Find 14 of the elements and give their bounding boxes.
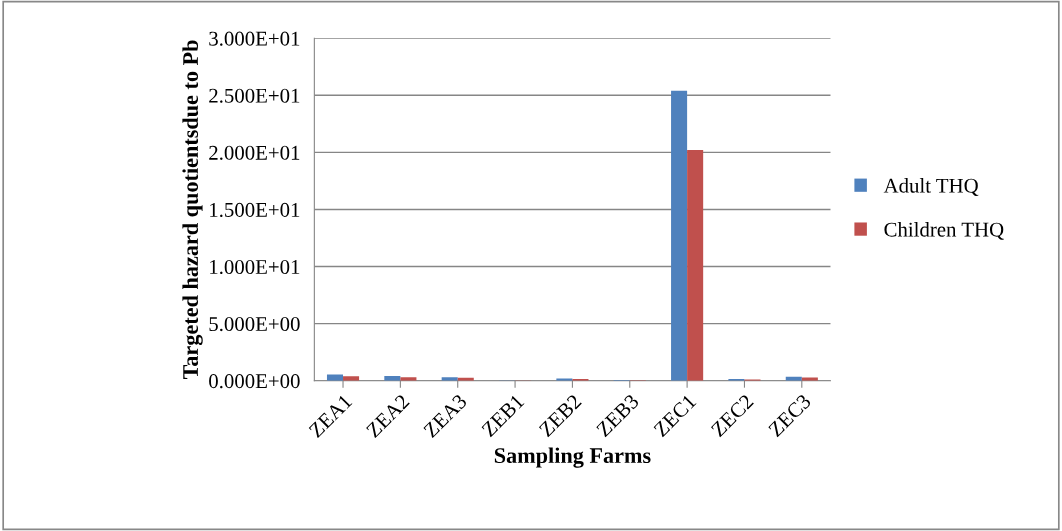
y-tick-label: 2.500E+01: [209, 88, 300, 103]
bar: [326, 374, 344, 381]
bar: [671, 90, 688, 381]
y-tick-label: 3.000E+01: [209, 31, 300, 46]
y-tick-label: 5.000E+00: [209, 317, 300, 332]
y-tick-label: 1.000E+01: [210, 259, 300, 275]
y-axis-title: Targeted hazard quotientsdue to Pb: [182, 40, 203, 380]
y-tick-label: 1.500E+01: [210, 202, 300, 217]
x-axis-title: Sampling Farms: [494, 447, 651, 468]
bar: [687, 150, 704, 381]
y-tick-label: 2.000E+01: [209, 145, 300, 160]
legend-label: Adult THQ: [883, 178, 979, 196]
y-tick-label: 0.000E+00: [209, 374, 300, 389]
legend-label: Children THQ: [884, 221, 1004, 240]
